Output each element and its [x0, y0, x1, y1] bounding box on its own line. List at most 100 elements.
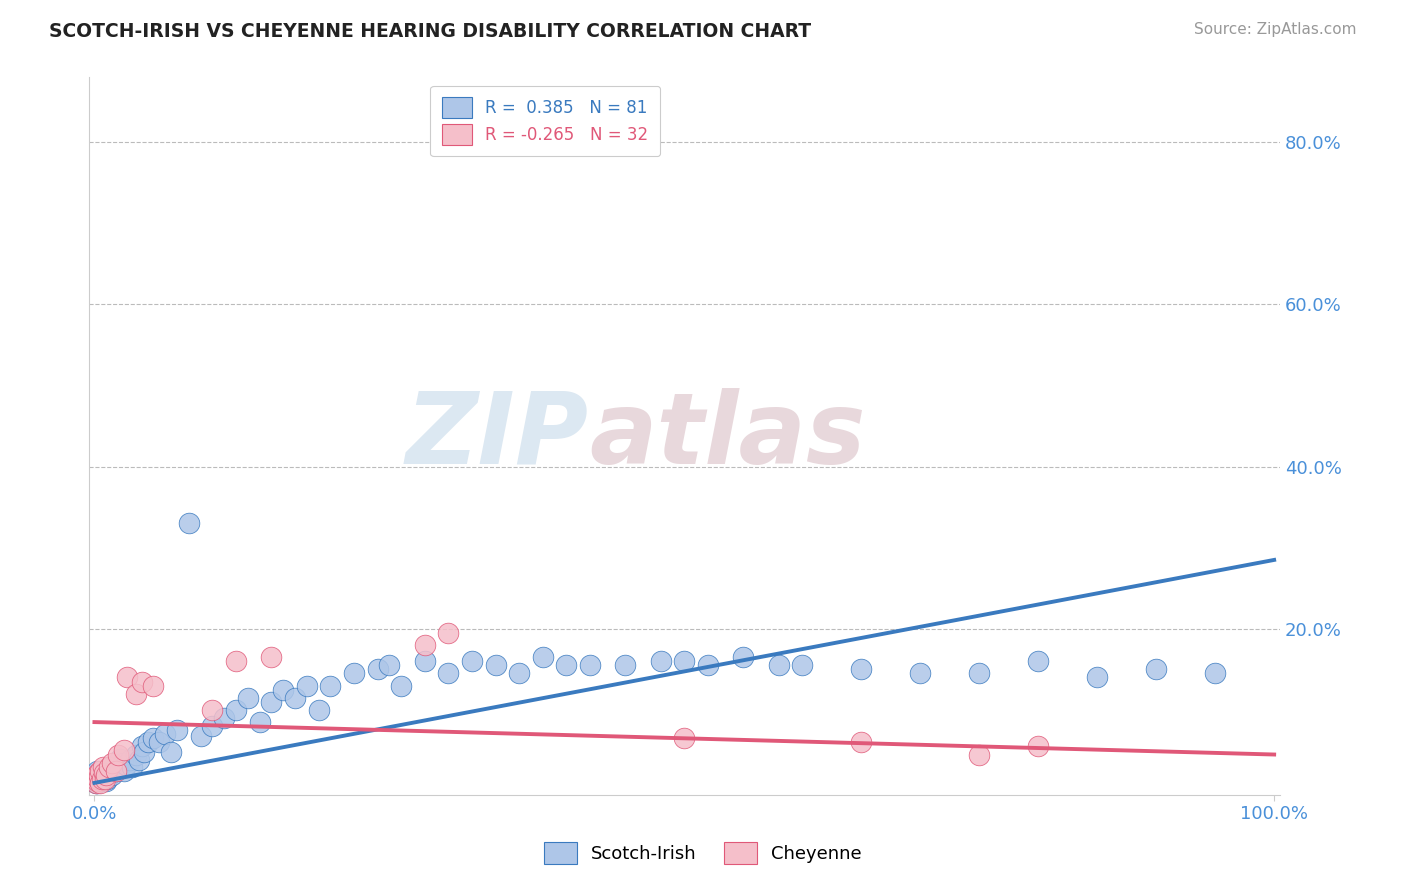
- Point: [96, 768, 118, 782]
- Point: [89, 766, 111, 780]
- Point: [579, 658, 602, 673]
- Point: [343, 666, 366, 681]
- Point: [89, 769, 111, 783]
- Point: [142, 731, 165, 746]
- Point: [967, 666, 990, 681]
- Point: [107, 760, 129, 774]
- Point: [86, 776, 108, 790]
- Text: Source: ZipAtlas.com: Source: ZipAtlas.com: [1194, 22, 1357, 37]
- Point: [84, 769, 107, 783]
- Point: [260, 695, 283, 709]
- Point: [96, 772, 118, 786]
- Point: [614, 658, 637, 673]
- Point: [531, 650, 554, 665]
- Point: [295, 679, 318, 693]
- Point: [155, 727, 177, 741]
- Point: [484, 658, 506, 673]
- Point: [201, 719, 224, 733]
- Point: [851, 662, 873, 676]
- Point: [96, 766, 118, 780]
- Point: [260, 650, 283, 665]
- Point: [1026, 654, 1049, 668]
- Point: [111, 756, 134, 770]
- Point: [367, 662, 389, 676]
- Point: [93, 766, 115, 780]
- Point: [89, 773, 111, 788]
- Point: [87, 766, 110, 780]
- Point: [121, 760, 143, 774]
- Point: [104, 764, 127, 778]
- Point: [967, 747, 990, 762]
- Point: [437, 666, 460, 681]
- Point: [87, 769, 110, 783]
- Point: [308, 703, 330, 717]
- Point: [461, 654, 484, 668]
- Point: [1144, 662, 1167, 676]
- Point: [1085, 671, 1108, 685]
- Point: [650, 654, 672, 668]
- Point: [112, 743, 135, 757]
- Legend: R =  0.385   N = 81, R = -0.265   N = 32: R = 0.385 N = 81, R = -0.265 N = 32: [430, 86, 661, 156]
- Text: SCOTCH-IRISH VS CHEYENNE HEARING DISABILITY CORRELATION CHART: SCOTCH-IRISH VS CHEYENNE HEARING DISABIL…: [49, 22, 811, 41]
- Point: [851, 735, 873, 749]
- Point: [101, 768, 124, 782]
- Point: [132, 745, 155, 759]
- Point: [225, 654, 247, 668]
- Point: [112, 764, 135, 778]
- Point: [508, 666, 530, 681]
- Point: [90, 769, 112, 783]
- Point: [104, 764, 127, 778]
- Point: [249, 715, 271, 730]
- Point: [1026, 739, 1049, 754]
- Point: [225, 703, 247, 717]
- Point: [103, 760, 125, 774]
- Point: [136, 735, 159, 749]
- Text: ZIP: ZIP: [406, 388, 589, 484]
- Point: [271, 682, 294, 697]
- Point: [177, 516, 200, 531]
- Point: [117, 671, 139, 685]
- Point: [131, 739, 153, 754]
- Point: [768, 658, 790, 673]
- Point: [1204, 666, 1226, 681]
- Point: [87, 772, 110, 786]
- Point: [413, 638, 436, 652]
- Point: [94, 772, 117, 786]
- Point: [118, 753, 141, 767]
- Point: [93, 766, 115, 780]
- Point: [910, 666, 932, 681]
- Point: [166, 723, 188, 738]
- Point: [733, 650, 755, 665]
- Point: [284, 690, 307, 705]
- Point: [84, 776, 107, 790]
- Point: [89, 776, 111, 790]
- Point: [86, 774, 108, 789]
- Point: [86, 772, 108, 786]
- Point: [131, 674, 153, 689]
- Point: [673, 731, 696, 746]
- Point: [160, 745, 183, 759]
- Point: [84, 776, 107, 790]
- Point: [110, 751, 132, 765]
- Point: [101, 756, 124, 770]
- Point: [93, 771, 115, 785]
- Point: [87, 774, 110, 789]
- Point: [91, 760, 114, 774]
- Point: [84, 768, 107, 782]
- Point: [89, 772, 111, 786]
- Point: [378, 658, 401, 673]
- Point: [437, 626, 460, 640]
- Point: [696, 658, 718, 673]
- Point: [190, 729, 212, 743]
- Point: [128, 753, 150, 767]
- Point: [413, 654, 436, 668]
- Point: [96, 774, 118, 789]
- Legend: Scotch-Irish, Cheyenne: Scotch-Irish, Cheyenne: [530, 828, 876, 879]
- Point: [125, 687, 148, 701]
- Point: [107, 747, 129, 762]
- Point: [86, 764, 108, 778]
- Point: [142, 679, 165, 693]
- Point: [673, 654, 696, 668]
- Point: [236, 690, 259, 705]
- Text: atlas: atlas: [589, 388, 866, 484]
